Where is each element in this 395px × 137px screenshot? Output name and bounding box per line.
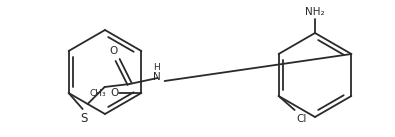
Text: N: N: [153, 72, 160, 82]
Text: NH₂: NH₂: [305, 7, 325, 17]
Text: CH₃: CH₃: [90, 89, 106, 98]
Text: O: O: [109, 46, 118, 56]
Text: H: H: [153, 63, 160, 72]
Text: S: S: [80, 112, 87, 125]
Text: O: O: [110, 88, 118, 98]
Text: Cl: Cl: [297, 114, 307, 124]
